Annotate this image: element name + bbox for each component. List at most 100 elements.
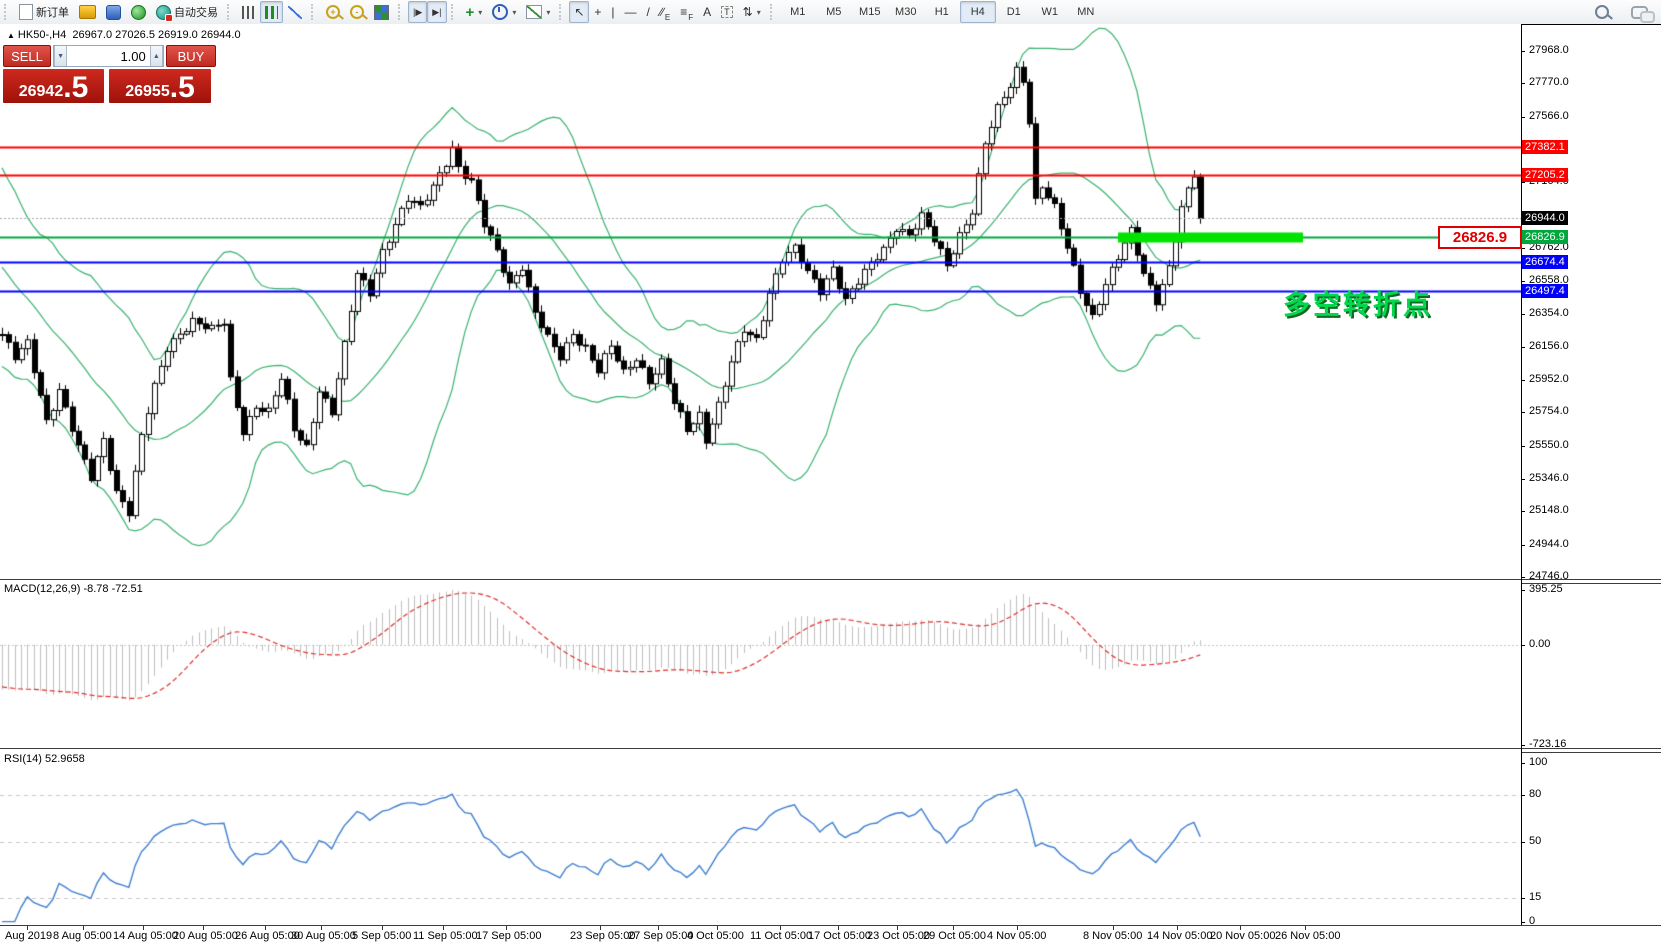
timeframe-w1-button[interactable]: W1 <box>1041 6 1059 18</box>
equidistant-channel-icon: ∕∕ <box>659 5 664 19</box>
volume-increase-button[interactable]: ▲ <box>149 46 163 66</box>
toolbox-button[interactable] <box>74 1 101 23</box>
time-axis-label: 17 Oct 05:00 <box>808 930 871 942</box>
price-tick <box>1521 51 1525 52</box>
chevron-down-icon[interactable]: ▾ <box>478 7 483 17</box>
zoom-in-icon: + <box>326 5 340 19</box>
buy-button[interactable]: BUY <box>166 45 216 67</box>
price-tick <box>1521 545 1525 546</box>
timeframe-m1-button[interactable]: M1 <box>790 6 806 18</box>
candlesticks-button[interactable] <box>260 1 283 23</box>
cursor-button[interactable]: ↖ <box>569 1 590 23</box>
zoom-out-button[interactable]: - <box>345 1 369 23</box>
price-tick <box>1521 380 1525 381</box>
price-tick-label: 27770.0 <box>1529 76 1569 88</box>
rsi-tick-label: 100 <box>1529 756 1548 768</box>
rsi-indicator-chart[interactable] <box>0 751 1521 925</box>
price-tick-label: 26156.0 <box>1529 340 1569 352</box>
line-chart-button[interactable] <box>283 1 307 23</box>
autotrading-button[interactable]: 自动交易 <box>151 1 223 23</box>
templates-button[interactable]: ▾ <box>521 1 555 23</box>
indicators-button[interactable]: + ▾ <box>461 1 488 23</box>
zoom-in-button[interactable]: + <box>321 1 345 23</box>
time-axis-tick <box>27 926 28 930</box>
price-tick <box>1521 117 1525 118</box>
time-axis-label: 4 Nov 05:00 <box>987 930 1047 942</box>
macd-tick <box>1521 590 1525 591</box>
timeframe-h4-button[interactable]: H4 <box>959 1 996 23</box>
rsi-tick-label: 15 <box>1529 891 1542 903</box>
chevron-down-icon[interactable]: ▾ <box>756 7 761 17</box>
equidistant-channel-button[interactable]: ∕∕ E <box>655 1 675 23</box>
ohlc-bars-button[interactable] <box>237 1 260 23</box>
price-tick <box>1521 479 1525 480</box>
profile-button[interactable] <box>101 1 126 23</box>
autotrading-icon <box>156 4 173 22</box>
price-tick-label: 26354.0 <box>1529 307 1569 319</box>
time-axis-tick <box>265 926 266 930</box>
ohlc-close: 26944.0 <box>200 29 241 41</box>
sell-price-button[interactable]: 26942.5 <box>3 69 104 103</box>
sell-button[interactable]: SELL <box>3 45 51 67</box>
zoom-out-icon: - <box>350 5 364 19</box>
price-tick-label: 27968.0 <box>1529 44 1569 56</box>
chevron-down-icon[interactable]: ▾ <box>546 7 551 17</box>
volume-input[interactable] <box>67 46 150 66</box>
autoscroll-button[interactable]: |▶ <box>408 1 428 23</box>
macd-tick-label: 395.25 <box>1529 583 1563 595</box>
arrows-button[interactable]: ⇅ ▾ <box>738 1 766 23</box>
tile-windows-icon <box>374 4 389 20</box>
one-click-trade-panel: SELL ▼ ▲ BUY 26942.5 26955.5 <box>3 45 216 103</box>
tile-windows-button[interactable] <box>369 1 394 23</box>
timeframe-mn-button[interactable]: MN <box>1077 6 1095 18</box>
fibonacci-button[interactable]: ≡ F <box>675 1 698 23</box>
signals-button[interactable] <box>126 1 151 23</box>
search-button[interactable] <box>1590 1 1614 23</box>
main-price-chart[interactable] <box>0 24 1521 579</box>
time-axis-tick <box>321 926 322 930</box>
vertical-line-button[interactable]: | <box>606 1 619 23</box>
line-chart-icon <box>288 5 302 19</box>
timeframe-d1-button[interactable]: D1 <box>1006 6 1021 18</box>
buy-price-button[interactable]: 26955.5 <box>109 69 211 103</box>
timeframe-m30-button[interactable]: M30 <box>895 6 917 18</box>
timeframe-m15-button[interactable]: M15 <box>859 6 881 18</box>
volume-decrease-button[interactable]: ▼ <box>54 46 68 66</box>
new-order-button-label: 新订单 <box>36 7 69 19</box>
new-order-button[interactable]: 新订单 <box>14 1 74 23</box>
price-tick <box>1521 412 1525 413</box>
symbol-marker-icon: ▲ <box>7 31 15 40</box>
trendline-button[interactable]: / <box>642 1 655 23</box>
time-axis-tick <box>658 926 659 930</box>
price-tick <box>1521 511 1525 512</box>
rsi-tick-label: 50 <box>1529 835 1542 847</box>
sub-letter: F <box>688 13 694 22</box>
community-chat-button[interactable] <box>1626 1 1655 23</box>
price-tick-label: 25550.0 <box>1529 439 1569 451</box>
timeframe-m5-button[interactable]: M5 <box>826 6 842 18</box>
periods-button[interactable]: ▾ <box>487 1 521 23</box>
price-annotation-box[interactable]: 26826.9 <box>1438 226 1522 249</box>
crosshair-icon: + <box>594 5 602 19</box>
time-axis-label: 29 Oct 05:00 <box>923 930 986 942</box>
toolbar: 新订单 自动交易 + - |▶ ▶| + ▾ ▾ ▾ ↖ + | — / ∕∕ E ≡ F A T ⇅ ▾ M1 M5 M15 M3… <box>0 0 1661 25</box>
time-axis-tick <box>717 926 718 930</box>
text-button[interactable]: A <box>698 1 716 23</box>
time-axis-tick <box>1305 926 1306 930</box>
timeframe-h1-button[interactable]: H1 <box>934 6 949 18</box>
text-label-button[interactable]: T <box>716 1 738 23</box>
rsi-tick <box>1521 842 1525 843</box>
horizontal-line-button[interactable]: — <box>620 1 642 23</box>
time-axis-label: 26 Nov 05:00 <box>1275 930 1341 942</box>
crosshair-button[interactable]: + <box>589 1 606 23</box>
chevron-down-icon[interactable]: ▾ <box>512 7 517 17</box>
autoscroll-icon: |▶ <box>413 6 423 17</box>
time-axis-label: 26 Aug 05:00 <box>235 930 300 942</box>
macd-label: MACD(12,26,9) -8.78 -72.51 <box>4 583 143 595</box>
chart-shift-button[interactable]: ▶| <box>427 1 447 23</box>
macd-tick <box>1521 745 1525 746</box>
macd-indicator-chart[interactable] <box>0 582 1521 748</box>
rsi-label: RSI(14) 52.9658 <box>4 753 85 765</box>
time-axis-label: 27 Sep 05:00 <box>628 930 694 942</box>
time-axis-separator <box>0 925 1661 926</box>
